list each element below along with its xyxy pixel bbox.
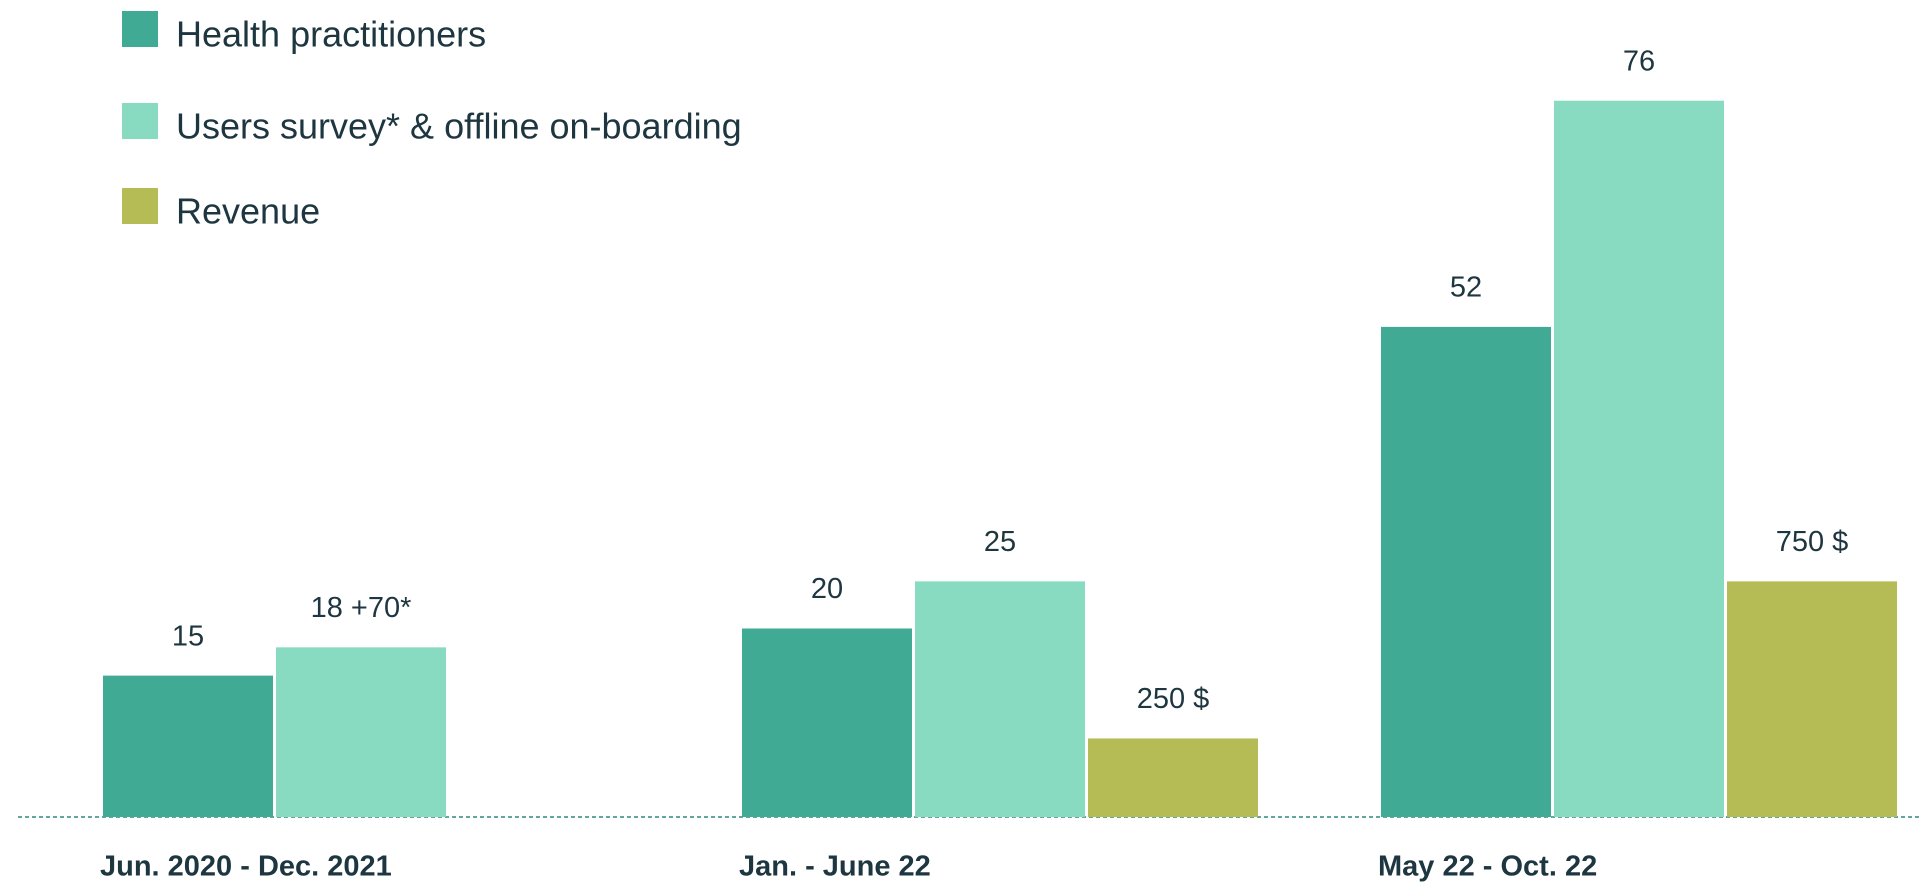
bar [1727,581,1897,817]
data-label: 15 [172,620,204,652]
x-tick-label: May 22 - Oct. 22 [1378,851,1597,883]
legend-label: Health practitioners [176,14,486,55]
data-label: 18 +70* [311,592,412,624]
x-tick-label: Jan. - June 22 [739,851,931,883]
data-label: 76 [1623,45,1655,77]
data-label: 25 [984,526,1016,558]
bar [103,675,273,817]
legend-swatch [122,103,158,139]
data-label: 20 [811,573,843,605]
bar [1381,326,1551,817]
data-label: 52 [1450,272,1482,304]
bar [1554,100,1724,817]
legend-label: Users survey* & offline on-boarding [176,106,742,147]
bar [1088,738,1258,817]
data-label: 250 $ [1137,683,1210,715]
legend-swatch [122,11,158,47]
legend-swatch [122,188,158,224]
legend-label: Revenue [176,191,320,232]
data-label: 750 $ [1776,526,1849,558]
bar [742,628,912,817]
x-tick-label: Jun. 2020 - Dec. 2021 [100,851,392,883]
bar [915,581,1085,817]
bar [276,647,446,817]
